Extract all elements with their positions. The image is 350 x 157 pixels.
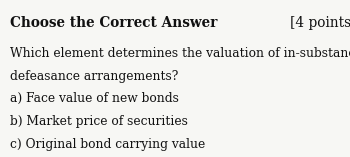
Text: a) Face value of new bonds: a) Face value of new bonds xyxy=(10,92,179,105)
Text: Which element determines the valuation of in-substance: Which element determines the valuation o… xyxy=(10,47,350,60)
Text: c) Original bond carrying value: c) Original bond carrying value xyxy=(10,138,205,151)
Text: Choose the Correct Answer: Choose the Correct Answer xyxy=(10,16,217,30)
Text: [4 points]: [4 points] xyxy=(278,16,350,30)
Text: b) Market price of securities: b) Market price of securities xyxy=(10,115,188,128)
Text: defeasance arrangements?: defeasance arrangements? xyxy=(10,70,178,83)
